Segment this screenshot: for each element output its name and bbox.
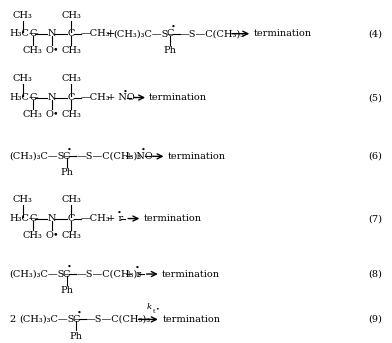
Text: CH₃: CH₃ (61, 11, 81, 20)
Text: k: k (146, 303, 151, 311)
Text: C: C (73, 315, 80, 324)
Text: O•: O• (45, 110, 59, 119)
Text: H₃C—: H₃C— (10, 29, 39, 38)
Text: —CH₃: —CH₃ (81, 29, 111, 38)
Text: (CH₃)₃C—S—: (CH₃)₃C—S— (113, 29, 178, 38)
Text: + NO: + NO (107, 93, 134, 102)
Text: + r: + r (107, 214, 123, 223)
Text: termination: termination (149, 93, 207, 102)
Text: •: • (67, 146, 72, 154)
Text: O•: O• (45, 230, 59, 240)
Text: CH₃: CH₃ (13, 196, 33, 204)
Text: CH₃: CH₃ (61, 46, 81, 55)
Text: Ph: Ph (60, 168, 73, 177)
Text: Ph: Ph (70, 331, 83, 341)
Text: (5): (5) (368, 93, 382, 102)
Text: —S—C(CH₃)₃: —S—C(CH₃)₃ (76, 152, 141, 161)
Text: C: C (67, 93, 75, 102)
Text: CH₃: CH₃ (23, 230, 43, 240)
Text: CH₃: CH₃ (61, 74, 81, 83)
Text: CH₃: CH₃ (23, 110, 43, 119)
Text: (CH₃)₃C—S—: (CH₃)₃C—S— (19, 315, 84, 324)
Text: C: C (167, 29, 174, 38)
Text: 2: 2 (10, 315, 16, 324)
Text: (8): (8) (368, 270, 382, 279)
Text: H₃C—: H₃C— (10, 93, 39, 102)
Text: (CH₃)₃C—S—: (CH₃)₃C—S— (10, 152, 75, 161)
Text: •: • (141, 146, 146, 154)
Text: +: + (106, 29, 115, 39)
Text: •: • (122, 87, 127, 95)
Text: —CH₃: —CH₃ (81, 214, 111, 223)
Text: H₃C—: H₃C— (10, 214, 39, 223)
Text: •: • (171, 23, 175, 31)
Text: (CH₃)₃C—S—: (CH₃)₃C—S— (10, 270, 75, 279)
Text: termination: termination (254, 29, 312, 38)
Text: C: C (67, 29, 75, 38)
Text: N: N (48, 214, 56, 223)
Text: + r: + r (125, 270, 142, 279)
Text: CH₃: CH₃ (61, 196, 81, 204)
Text: (7): (7) (368, 214, 382, 223)
Text: CH₃: CH₃ (13, 11, 33, 20)
Text: C: C (67, 214, 75, 223)
Text: C: C (63, 152, 70, 161)
Text: (9): (9) (368, 315, 382, 324)
Text: N: N (48, 29, 56, 38)
Text: CH₃: CH₃ (61, 230, 81, 240)
Text: •: • (117, 209, 122, 216)
Text: C: C (63, 270, 70, 279)
Text: —CH₃: —CH₃ (81, 93, 111, 102)
Text: CH₃: CH₃ (61, 110, 81, 119)
Text: C: C (29, 93, 36, 102)
Text: Ph: Ph (164, 46, 177, 55)
Text: termination: termination (143, 214, 201, 223)
Text: •: • (135, 264, 140, 272)
Text: termination: termination (167, 152, 225, 161)
Text: •: • (156, 306, 159, 311)
Text: Ph: Ph (60, 286, 73, 295)
Text: —S—C(CH₃)₃: —S—C(CH₃)₃ (86, 315, 151, 324)
Text: (6): (6) (368, 152, 382, 161)
Text: C: C (29, 29, 36, 38)
Text: (4): (4) (368, 29, 382, 38)
Text: O•: O• (45, 46, 59, 55)
Text: CH₃: CH₃ (13, 74, 33, 83)
Text: + NO: + NO (125, 152, 153, 161)
Text: •: • (76, 309, 81, 317)
Text: CH₃: CH₃ (23, 46, 43, 55)
Text: —S—C(CH₃)₃: —S—C(CH₃)₃ (76, 270, 141, 279)
Text: C: C (29, 214, 36, 223)
Text: •: • (67, 263, 72, 271)
Text: termination: termination (163, 315, 221, 324)
Text: N: N (48, 93, 56, 102)
Text: —S—C(CH₃)₃: —S—C(CH₃)₃ (180, 29, 245, 38)
Text: t: t (152, 309, 155, 314)
Text: termination: termination (162, 270, 220, 279)
